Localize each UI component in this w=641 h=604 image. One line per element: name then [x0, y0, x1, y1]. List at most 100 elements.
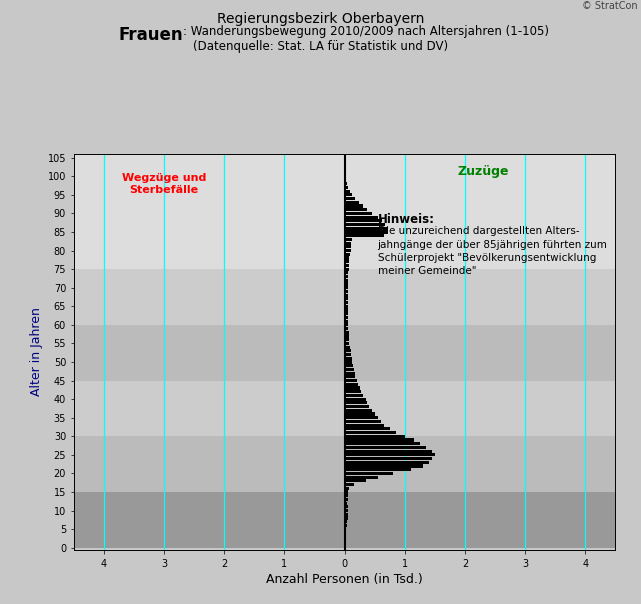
Bar [345, 442, 420, 445]
Bar [345, 182, 347, 185]
Bar [345, 338, 349, 341]
Bar [74, 154, 615, 269]
Bar [345, 520, 347, 523]
Bar [345, 528, 346, 531]
Bar [345, 502, 347, 505]
Bar [345, 416, 378, 419]
Text: Regierungsbezirk Oberbayern: Regierungsbezirk Oberbayern [217, 12, 424, 26]
Bar [345, 490, 348, 493]
Bar [345, 312, 347, 315]
Text: Die unzureichend dargestellten Alters-
jahngänge der über 85jährigen führten zum: Die unzureichend dargestellten Alters- j… [378, 226, 608, 276]
Bar [345, 506, 347, 509]
Bar [345, 249, 351, 252]
Bar [345, 364, 353, 367]
Bar [345, 238, 352, 241]
Bar [345, 383, 358, 386]
Bar [345, 290, 347, 293]
Bar [345, 345, 350, 349]
Bar [345, 498, 347, 501]
Bar [345, 178, 346, 182]
Bar [345, 286, 347, 289]
Bar [345, 449, 432, 453]
Bar [345, 301, 347, 304]
Bar [345, 234, 384, 237]
Text: Hinweis:: Hinweis: [378, 213, 435, 226]
Text: Frauen: Frauen [119, 26, 183, 44]
Bar [74, 492, 615, 548]
Bar [345, 439, 413, 442]
Bar [345, 420, 381, 423]
Bar [345, 231, 387, 234]
Text: © StratCon: © StratCon [582, 1, 638, 11]
Bar [345, 216, 378, 219]
Bar [345, 461, 429, 464]
Bar [345, 446, 426, 449]
Bar [345, 204, 363, 208]
Text: Wegzüge und
Sterbefälle: Wegzüge und Sterbefälle [122, 173, 206, 195]
Bar [345, 516, 347, 519]
Bar [74, 269, 615, 325]
Bar [345, 513, 347, 516]
Bar [345, 409, 372, 412]
Bar [345, 212, 372, 215]
Bar [345, 252, 350, 256]
Bar [345, 431, 395, 434]
Bar [345, 509, 347, 512]
Bar [345, 283, 348, 286]
Bar [345, 275, 348, 278]
Bar [345, 468, 411, 471]
Bar [345, 297, 347, 300]
Bar [345, 435, 404, 438]
Bar [345, 226, 388, 230]
Bar [345, 193, 353, 196]
Bar [345, 397, 365, 401]
X-axis label: Anzahl Personen (in Tsd.): Anzahl Personen (in Tsd.) [266, 573, 423, 586]
Bar [345, 349, 351, 353]
Bar [345, 423, 384, 427]
Bar [345, 405, 369, 408]
Bar [345, 494, 347, 497]
Bar [345, 309, 347, 312]
Bar [345, 257, 349, 260]
Bar [345, 379, 356, 382]
Bar [345, 454, 435, 457]
Bar [345, 190, 350, 193]
Bar [345, 331, 349, 334]
Bar [345, 245, 351, 248]
Bar [345, 197, 355, 200]
Bar [345, 342, 349, 345]
Bar [345, 413, 374, 416]
Bar [345, 219, 382, 222]
Bar [74, 436, 615, 492]
Text: : Wanderungsbewegung 2010/2009 nach Altersjahren (1-105): : Wanderungsbewegung 2010/2009 nach Alte… [183, 25, 549, 39]
Bar [345, 242, 351, 245]
Bar [74, 325, 615, 381]
Bar [345, 316, 348, 319]
Bar [345, 387, 360, 390]
Bar [345, 401, 367, 405]
Bar [345, 264, 349, 267]
Bar [345, 371, 354, 374]
Bar [345, 357, 352, 360]
Bar [345, 487, 349, 490]
Bar [74, 381, 615, 436]
Text: (Datenquelle: Stat. LA für Statistik und DV): (Datenquelle: Stat. LA für Statistik und… [193, 40, 448, 54]
Bar [345, 305, 347, 308]
Bar [345, 368, 354, 371]
Bar [345, 327, 348, 330]
Bar [345, 394, 363, 397]
Bar [345, 260, 349, 263]
Bar [345, 271, 348, 274]
Bar [345, 353, 351, 356]
Bar [345, 320, 348, 323]
Bar [345, 483, 354, 486]
Bar [345, 475, 378, 479]
Bar [345, 457, 432, 460]
Bar [345, 323, 348, 327]
Bar [345, 361, 353, 364]
Bar [345, 428, 390, 431]
Bar [345, 294, 347, 297]
Bar [345, 524, 347, 527]
Bar [345, 472, 393, 475]
Text: Zuzüge: Zuzüge [457, 165, 509, 178]
